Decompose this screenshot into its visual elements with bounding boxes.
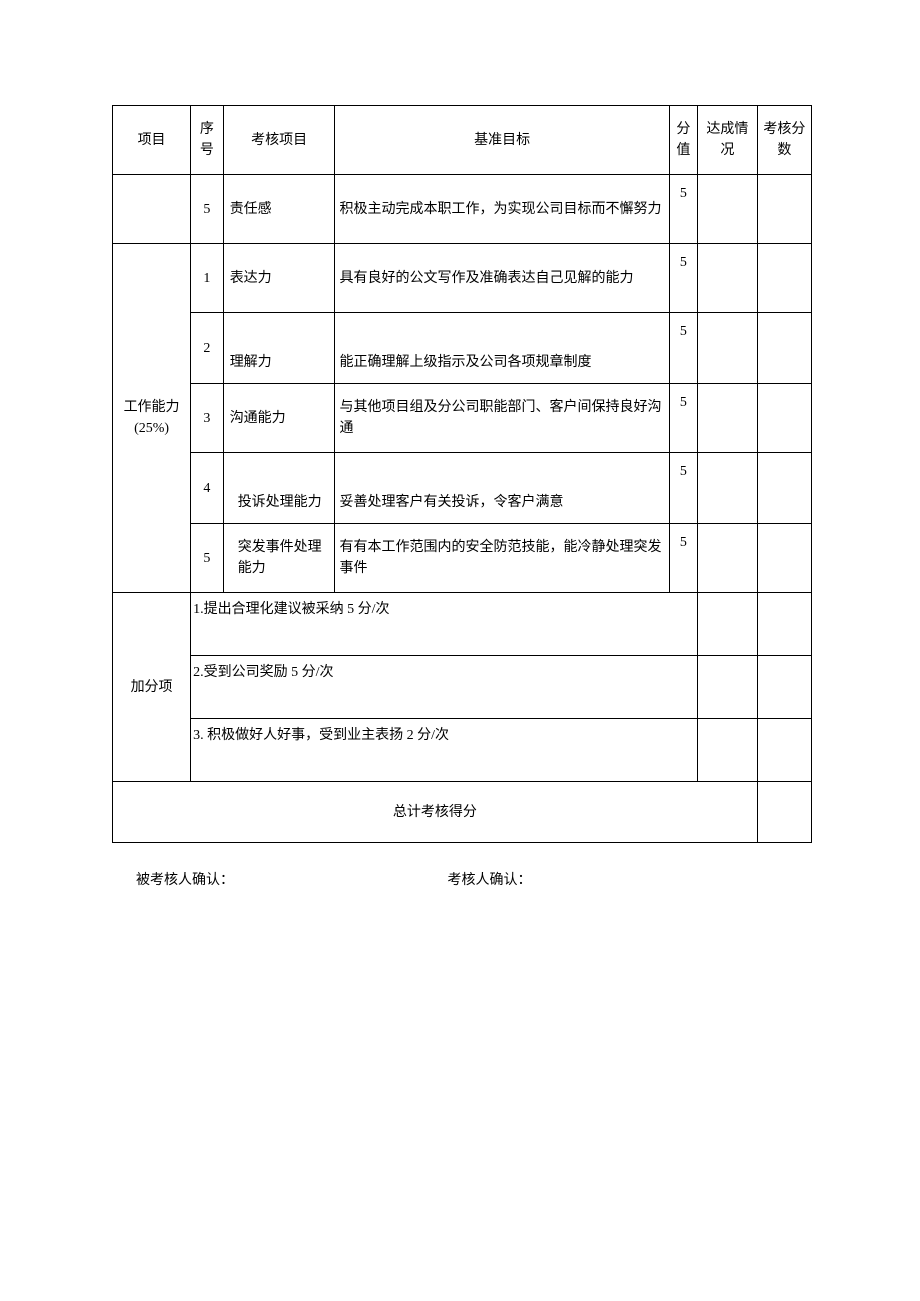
score-cell: 5 bbox=[669, 175, 697, 244]
final-cell bbox=[757, 175, 811, 244]
final-cell bbox=[757, 313, 811, 384]
seq-cell: 4 bbox=[191, 453, 224, 524]
item-cell: 责任感 bbox=[223, 175, 335, 244]
target-cell: 积极主动完成本职工作，为实现公司目标而不懈努力 bbox=[335, 175, 669, 244]
table-row: 3 沟通能力 与其他项目组及分公司职能部门、客户间保持良好沟通 5 bbox=[113, 384, 812, 453]
score-cell: 5 bbox=[669, 244, 697, 313]
header-seq: 序号 bbox=[191, 106, 224, 175]
category-ability: 工作能力 (25%) bbox=[113, 244, 191, 593]
table-row: 5 责任感 积极主动完成本职工作，为实现公司目标而不懈努力 5 bbox=[113, 175, 812, 244]
status-cell bbox=[697, 384, 757, 453]
ability-label-2: (25%) bbox=[134, 421, 169, 436]
target-cell: 能正确理解上级指示及公司各项规章制度 bbox=[335, 313, 669, 384]
item-cell: 沟通能力 bbox=[223, 384, 335, 453]
table-row: 4 投诉处理能力 妥善处理客户有关投诉，令客户满意 5 bbox=[113, 453, 812, 524]
bonus-row: 2.受到公司奖励 5 分/次 bbox=[113, 656, 812, 719]
seq-cell: 5 bbox=[191, 175, 224, 244]
status-cell bbox=[697, 524, 757, 593]
score-cell: 5 bbox=[669, 453, 697, 524]
status-cell bbox=[697, 313, 757, 384]
status-cell bbox=[697, 175, 757, 244]
final-cell bbox=[757, 593, 811, 656]
ability-label-1: 工作能力 bbox=[124, 400, 180, 415]
signature-assessee: 被考核人确认： bbox=[136, 873, 234, 888]
item-cell: 投诉处理能力 bbox=[223, 453, 335, 524]
bonus-text-1: 1.提出合理化建议被采纳 5 分/次 bbox=[191, 593, 698, 656]
item-cell: 突发事件处理能力 bbox=[223, 524, 335, 593]
status-cell bbox=[697, 656, 757, 719]
evaluation-table: 项目 序号 考核项目 基准目标 分值 达成情况 考核分数 5 责任感 积极主动完… bbox=[112, 105, 812, 843]
status-cell bbox=[697, 453, 757, 524]
total-score-cell bbox=[757, 782, 811, 843]
final-cell bbox=[757, 719, 811, 782]
total-row: 总计考核得分 bbox=[113, 782, 812, 843]
final-cell bbox=[757, 384, 811, 453]
bonus-text-3: 3. 积极做好人好事，受到业主表扬 2 分/次 bbox=[191, 719, 698, 782]
target-cell: 有有本工作范围内的安全防范技能，能冷静处理突发事件 bbox=[335, 524, 669, 593]
bonus-row: 加分项 1.提出合理化建议被采纳 5 分/次 bbox=[113, 593, 812, 656]
header-final: 考核分数 bbox=[757, 106, 811, 175]
target-cell: 具有良好的公文写作及准确表达自己见解的能力 bbox=[335, 244, 669, 313]
table-header-row: 项目 序号 考核项目 基准目标 分值 达成情况 考核分数 bbox=[113, 106, 812, 175]
table-row: 2 理解力 能正确理解上级指示及公司各项规章制度 5 bbox=[113, 313, 812, 384]
seq-cell: 3 bbox=[191, 384, 224, 453]
status-cell bbox=[697, 593, 757, 656]
status-cell bbox=[697, 244, 757, 313]
score-cell: 5 bbox=[669, 524, 697, 593]
target-cell: 与其他项目组及分公司职能部门、客户间保持良好沟通 bbox=[335, 384, 669, 453]
bonus-text-2: 2.受到公司奖励 5 分/次 bbox=[191, 656, 698, 719]
bonus-row: 3. 积极做好人好事，受到业主表扬 2 分/次 bbox=[113, 719, 812, 782]
header-item: 考核项目 bbox=[223, 106, 335, 175]
seq-cell: 5 bbox=[191, 524, 224, 593]
category-bonus: 加分项 bbox=[113, 593, 191, 782]
header-target: 基准目标 bbox=[335, 106, 669, 175]
final-cell bbox=[757, 656, 811, 719]
final-cell bbox=[757, 453, 811, 524]
score-cell: 5 bbox=[669, 384, 697, 453]
target-cell: 妥善处理客户有关投诉，令客户满意 bbox=[335, 453, 669, 524]
signature-line: 被考核人确认： 考核人确认： bbox=[112, 869, 812, 889]
final-cell bbox=[757, 244, 811, 313]
table-row: 工作能力 (25%) 1 表达力 具有良好的公文写作及准确表达自己见解的能力 5 bbox=[113, 244, 812, 313]
table-row: 5 突发事件处理能力 有有本工作范围内的安全防范技能，能冷静处理突发事件 5 bbox=[113, 524, 812, 593]
category-cell-empty bbox=[113, 175, 191, 244]
seq-cell: 1 bbox=[191, 244, 224, 313]
item-cell: 理解力 bbox=[223, 313, 335, 384]
score-cell: 5 bbox=[669, 313, 697, 384]
final-cell bbox=[757, 524, 811, 593]
status-cell bbox=[697, 719, 757, 782]
header-score: 分值 bbox=[669, 106, 697, 175]
seq-cell: 2 bbox=[191, 313, 224, 384]
header-project: 项目 bbox=[113, 106, 191, 175]
signature-assessor: 考核人确认： bbox=[448, 869, 532, 889]
item-cell: 表达力 bbox=[223, 244, 335, 313]
total-label: 总计考核得分 bbox=[113, 782, 758, 843]
header-status: 达成情况 bbox=[697, 106, 757, 175]
